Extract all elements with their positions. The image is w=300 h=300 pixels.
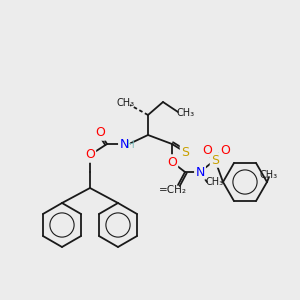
Text: S: S — [211, 154, 219, 166]
Text: CH₃: CH₃ — [117, 98, 135, 108]
Text: N: N — [195, 166, 205, 178]
Text: S: S — [181, 146, 189, 158]
Text: N: N — [119, 137, 129, 151]
Text: CH₃: CH₃ — [177, 108, 195, 118]
Text: H: H — [127, 140, 135, 150]
Text: O: O — [85, 148, 95, 161]
Text: O: O — [95, 127, 105, 140]
Text: O: O — [220, 143, 230, 157]
Text: O: O — [202, 143, 212, 157]
Text: CH₃: CH₃ — [206, 177, 224, 187]
Text: O: O — [167, 155, 177, 169]
Text: =CH₂: =CH₂ — [159, 185, 187, 195]
Text: CH₃: CH₃ — [260, 170, 278, 180]
